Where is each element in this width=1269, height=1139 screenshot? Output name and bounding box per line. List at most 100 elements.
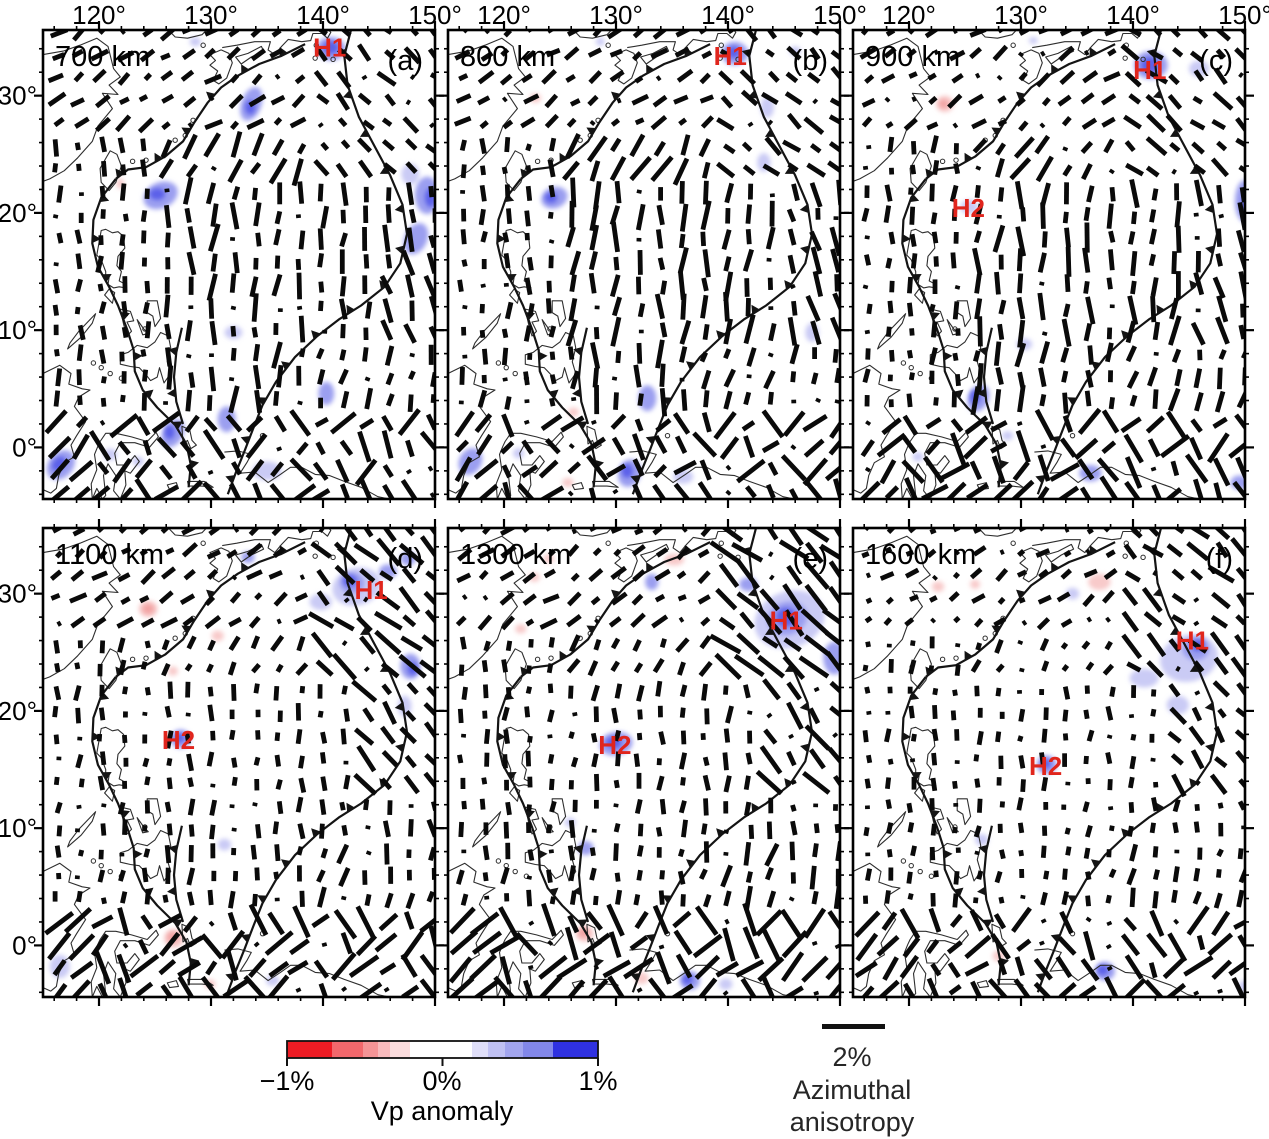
anisotropy-bar: [928, 303, 936, 313]
anisotropy-bar: [964, 960, 990, 977]
trench-barb: [520, 168, 530, 179]
anisotropy-bar: [276, 446, 283, 452]
islet-outline: [143, 655, 149, 661]
anisotropy-bar: [374, 629, 402, 656]
anisotropy-bar: [1016, 938, 1032, 952]
anisotropy-bar: [1209, 631, 1230, 657]
anisotropy-bar: [804, 583, 828, 613]
positive-vp-anomaly-blob: [323, 41, 339, 55]
vp-anomaly-colorbar: −1% 0% 1% Vp anomaly: [260, 1040, 618, 1126]
anisotropy-bar: [1171, 614, 1187, 626]
anisotropy-bar: [274, 754, 281, 767]
anisotropy-bar: [972, 138, 988, 154]
anisotropy-bar: [655, 680, 663, 697]
anisotropy-bar: [949, 49, 966, 62]
anisotropy-bar: [330, 951, 357, 981]
anisotropy-bar: [906, 48, 917, 59]
trench-barb: [173, 919, 183, 928]
anisotropy-bar: [76, 344, 84, 362]
anisotropy-bar: [564, 926, 579, 961]
anisotropy-bar: [570, 572, 580, 582]
anisotropy-bar: [229, 202, 240, 230]
anisotropy-bar: [720, 95, 734, 109]
anisotropy-bar: [459, 139, 467, 152]
anisotropy-bar: [1214, 390, 1226, 413]
anisotropy-bar: [97, 283, 104, 292]
anisotropy-bar: [141, 393, 147, 411]
anisotropy-bar: [1104, 640, 1113, 651]
trench-barb: [549, 887, 559, 897]
anisotropy-bar: [963, 434, 989, 460]
philippine-trench: [172, 825, 185, 923]
anisotropy-bar: [1213, 528, 1231, 541]
anisotropy-bar: [1034, 134, 1051, 155]
anisotropy-bar: [1151, 188, 1159, 201]
anisotropy-bar: [745, 297, 751, 317]
anisotropy-bar: [1213, 67, 1228, 86]
anisotropy-bar: [1149, 228, 1157, 245]
anisotropy-bar: [613, 256, 620, 271]
panel-letter-label: (a): [388, 45, 423, 77]
anisotropy-bar: [454, 456, 473, 483]
anisotropy-bar: [704, 708, 710, 725]
anisotropy-bar: [1174, 201, 1182, 228]
anisotropy-bar: [864, 254, 872, 266]
anisotropy-bar: [336, 843, 350, 865]
anisotropy-bar: [697, 977, 718, 997]
anisotropy-bar: [525, 686, 533, 695]
anisotropy-bar: [767, 70, 780, 83]
anisotropy-bar: [231, 776, 238, 787]
anisotropy-bar: [767, 461, 779, 477]
anisotropy-bar: [271, 30, 282, 38]
anisotropy-bar: [454, 410, 475, 438]
anisotropy-bar: [547, 683, 554, 694]
anisotropy-bar: [885, 257, 893, 269]
coastline-china-coast: [448, 37, 526, 182]
anisotropy-bar: [208, 95, 215, 102]
anisotropy-bar: [1105, 616, 1111, 623]
anisotropy-bar: [253, 343, 261, 362]
anisotropy-bar: [723, 390, 733, 410]
anisotropy-bar: [1082, 801, 1090, 813]
anisotropy-bar: [405, 274, 415, 298]
anisotropy-bar: [1124, 954, 1144, 980]
anisotropy-bar: [316, 590, 330, 607]
anisotropy-bar: [582, 932, 611, 956]
trench-barb: [902, 732, 912, 742]
anisotropy-bar: [813, 686, 820, 693]
anisotropy-bar: [570, 370, 580, 390]
anisotropy-bar: [973, 230, 982, 244]
anisotropy-bar: [714, 652, 742, 681]
anisotropy-bar: [800, 608, 829, 635]
anisotropy-bar: [340, 895, 347, 901]
anisotropy-bar: [722, 927, 736, 962]
anisotropy-bar: [909, 758, 916, 763]
anisotropy-bar: [995, 366, 1004, 386]
anisotropy-bar: [428, 846, 435, 862]
anisotropy-bar: [335, 162, 349, 179]
anisotropy-bar: [634, 528, 644, 536]
anisotropy-bar: [861, 551, 870, 559]
anisotropy-bar: [701, 683, 708, 701]
coastline-mindoro: [509, 288, 521, 304]
anisotropy-bar: [276, 800, 284, 815]
anisotropy-bar: [675, 953, 693, 979]
coastline-borneo-coast: [448, 364, 496, 494]
anisotropy-bar: [429, 122, 435, 129]
trench-barb: [1189, 663, 1200, 672]
anisotropy-bar: [862, 730, 869, 743]
anisotropy-bar: [670, 983, 694, 997]
anisotropy-bar: [736, 591, 760, 611]
anisotropy-bar: [886, 849, 893, 858]
anisotropy-bar: [700, 616, 711, 627]
anisotropy-bar: [885, 596, 894, 605]
coastline-luzon: [906, 726, 937, 787]
anisotropy-bar: [400, 930, 425, 962]
coastline-shikoku: [1045, 45, 1075, 65]
anisotropy-bar: [1131, 211, 1138, 225]
anisotropy-bar: [461, 686, 468, 701]
anisotropy-bar: [546, 869, 553, 883]
anisotropy-bar: [222, 978, 249, 997]
anisotropy-bar: [768, 322, 777, 342]
anisotropy-bar: [1170, 460, 1180, 477]
